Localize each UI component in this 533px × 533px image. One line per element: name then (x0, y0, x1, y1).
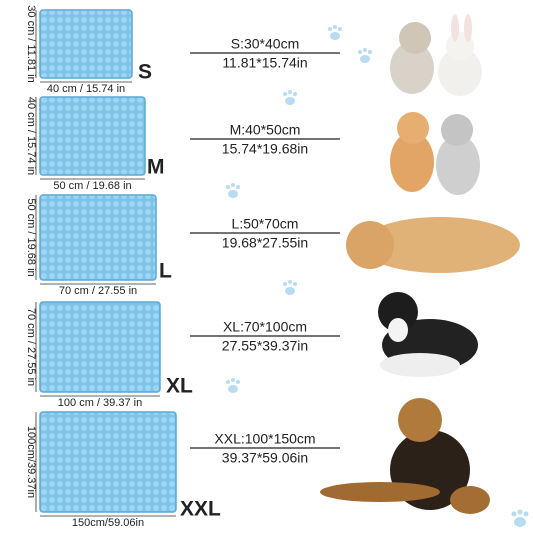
height-label: 70 cm / 27.55 in (25, 308, 37, 386)
metric-size: L:50*70cm (232, 216, 299, 232)
paws (226, 25, 529, 527)
width-label: 150cm/59.06in (72, 517, 144, 529)
imperial-size: 15.74*19.68in (222, 141, 308, 157)
height-label: 50 cm / 19.68 in (25, 198, 37, 276)
imperial-size: 19.68*27.55in (222, 235, 308, 251)
size-letter: XXL (180, 498, 221, 521)
size-row: 150cm/59.06in 100cm/39.37in XXL XXL:100*150… (25, 411, 340, 529)
imperial-size: 27.55*39.37in (222, 338, 308, 354)
mat (39, 194, 157, 281)
width-label: 70 cm / 27.55 in (59, 285, 137, 297)
size-letter: XL (166, 375, 193, 398)
mat (39, 411, 177, 513)
imperial-size: 39.37*59.06in (222, 450, 308, 466)
metric-size: XXL:100*150cm (214, 431, 315, 447)
metric-size: XL:70*100cm (223, 319, 307, 335)
height-label: 30 cm / 11.81 in (25, 5, 37, 82)
size-row: 40 cm / 15.74 in 30 cm / 11.81 in S S:30*40… (25, 5, 340, 95)
size-row: 100 cm / 39.37 in 70 cm / 27.55 in XL XL:70… (25, 301, 340, 409)
imperial-size: 11.81*15.74in (222, 55, 307, 71)
height-label: 40 cm / 15.74 in (25, 97, 37, 175)
width-label: 50 cm / 19.68 in (53, 180, 131, 192)
mat (39, 9, 133, 79)
size-row: 50 cm / 19.68 in 40 cm / 15.74 in M M:40*50… (25, 96, 340, 192)
width-label: 40 cm / 15.74 in (47, 83, 125, 95)
metric-size: S:30*40cm (231, 36, 299, 52)
size-letter: M (147, 156, 165, 179)
size-row: 70 cm / 27.55 in 50 cm / 19.68 in L L:50*70… (25, 194, 340, 297)
mat (39, 96, 146, 176)
width-label: 100 cm / 39.37 in (58, 397, 142, 409)
animals (320, 14, 520, 514)
size-letter: L (159, 260, 172, 283)
size-letter: S (138, 61, 152, 84)
height-label: 100cm/39.37in (25, 426, 37, 498)
metric-size: M:40*50cm (230, 122, 301, 138)
mat (39, 301, 161, 393)
